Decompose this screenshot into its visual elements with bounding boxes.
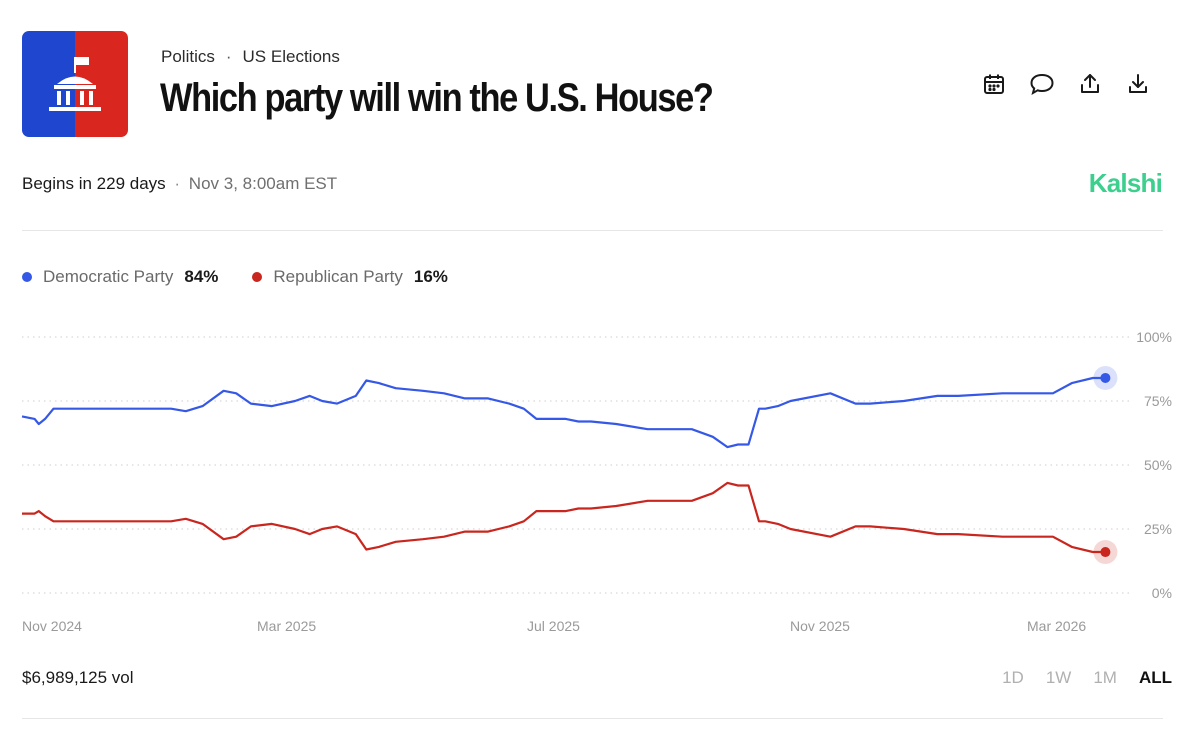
begins-in-text: Begins in 229 days [22, 174, 166, 193]
chart-legend: Democratic Party 84% Republican Party 16… [22, 267, 482, 287]
range-1d-button[interactable]: 1D [1002, 668, 1024, 687]
x-tick-label: Nov 2024 [22, 618, 82, 634]
kalshi-logo[interactable]: Kalshi [1088, 168, 1163, 198]
timing-separator: · [174, 174, 181, 193]
market-logo [22, 31, 128, 137]
y-tick-label: 25% [1144, 521, 1172, 537]
breadcrumb: Politics · US Elections [161, 47, 340, 67]
legend-item-democratic[interactable]: Democratic Party 84% [22, 267, 218, 287]
range-1w-button[interactable]: 1W [1045, 668, 1072, 687]
x-tick-label: Mar 2025 [257, 618, 316, 634]
legend-value-republican: 16% [413, 267, 448, 286]
page-title: Which party will win the U.S. House? [160, 76, 714, 120]
capitol-icon [49, 57, 101, 111]
legend-dot-republican [252, 272, 263, 282]
legend-label-republican: Republican Party [273, 267, 403, 286]
legend-item-republican[interactable]: Republican Party 16% [252, 267, 448, 287]
y-tick-label: 50% [1144, 457, 1172, 473]
time-range-selector: 1D 1W 1M ALL [1002, 668, 1172, 688]
legend-dot-democratic [22, 272, 32, 282]
breadcrumb-subcategory[interactable]: US Elections [242, 47, 340, 66]
republican-endpoint-dot [1100, 547, 1111, 558]
range-all-button[interactable]: ALL [1138, 668, 1172, 687]
volume-text: $6,989,125 vol [22, 668, 134, 687]
legend-label-democratic: Democratic Party [43, 267, 174, 286]
legend-value-democratic: 84% [184, 267, 219, 286]
democratic-endpoint-dot [1100, 372, 1111, 383]
x-tick-label: Mar 2026 [1027, 618, 1086, 634]
breadcrumb-category[interactable]: Politics [161, 47, 215, 66]
comment-icon[interactable] [1028, 70, 1056, 98]
range-1m-button[interactable]: 1M [1093, 668, 1117, 687]
y-tick-label: 75% [1144, 393, 1172, 409]
toolbar [980, 70, 1152, 98]
event-datetime: Nov 3, 8:00am EST [188, 174, 338, 193]
y-tick-label: 100% [1136, 329, 1172, 345]
download-icon[interactable] [1124, 70, 1152, 98]
y-tick-label: 0% [1152, 585, 1172, 601]
x-tick-label: Jul 2025 [527, 618, 580, 634]
calendar-icon[interactable] [980, 70, 1008, 98]
event-timing: Begins in 229 days · Nov 3, 8:00am EST [22, 174, 337, 194]
democratic-series-line [21, 376, 1106, 449]
breadcrumb-separator: · [225, 47, 232, 66]
share-icon[interactable] [1076, 70, 1104, 98]
price-chart[interactable]: 100% 75% 50% 25% 0% Nov 2024 Mar 2025 Jul 2025 N… [0, 315, 1200, 645]
header-divider [22, 230, 1163, 231]
footer-divider [22, 718, 1163, 719]
republican-series-line [22, 481, 1106, 554]
x-tick-label: Nov 2025 [790, 618, 850, 634]
